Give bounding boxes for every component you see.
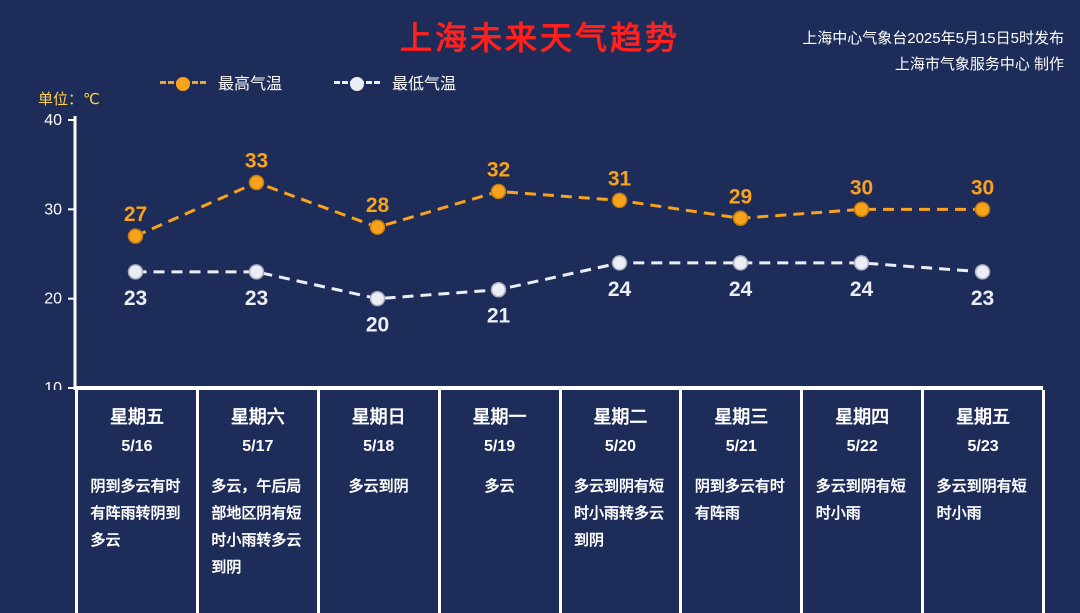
high-temp-value: 27 [124,203,147,226]
weather-description: 多云到阴有短时小雨 [815,478,906,522]
date-label: 5/22 [846,438,878,455]
source-line-1: 上海中心气象台2025年5月15日5时发布 [802,30,1064,47]
high-temp-value: 29 [729,185,752,208]
low-temp-value: 24 [608,278,632,301]
y-tick-label: 20 [44,291,62,308]
high-temp-point [974,201,991,218]
legend-item-low: 最低气温 [334,70,456,94]
y-tick-label: 40 [44,112,62,129]
high-temp-dot-icon [176,76,190,91]
forecast-cell: 星期一 5/19 多云 [437,390,559,613]
low-temp-value: 23 [245,287,268,310]
high-temp-point [490,183,507,200]
high-temp-value: 30 [850,176,873,199]
high-temp-value: 31 [608,167,632,190]
high-temp-value: 28 [366,194,390,217]
weather-description: 多云，午后局部地区阴有短时小雨转多云到阴 [211,478,302,576]
high-temp-point [127,228,144,244]
date-label: 5/18 [363,438,395,455]
high-temp-value: 32 [487,158,510,181]
weekday-label: 星期五 [956,407,1011,427]
high-temp-value: 33 [245,150,268,173]
low-temp-line [135,261,983,301]
high-temp-line-marker [160,76,206,91]
forecast-table: 星期五 5/16 阴到多云有时有阵雨转阴到多云 星期六 5/17 多云，午后局部… [75,390,1045,613]
weather-description: 多云到阴有短时小雨 [936,478,1027,522]
date-label: 5/19 [483,438,516,455]
low-temp-point [732,255,749,271]
date-label: 5/20 [604,438,636,455]
low-temp-value: 24 [850,278,874,301]
weather-description: 多云到阴 [348,478,409,495]
temperature-chart: 40 30 20 10 27 33 28 32 31 29 30 30 23 23 20 21 24 24 24 23 [44,112,1043,390]
high-temp-point [248,174,265,191]
high-temp-point [853,201,870,218]
weekday-label: 星期五 [109,407,164,427]
low-temp-line-marker [334,76,381,91]
low-temp-value: 21 [487,305,511,328]
low-temp-value: 20 [366,314,389,337]
weather-description: 多云 [484,478,515,495]
high-temp-point [369,219,386,235]
low-temp-point [974,264,991,280]
weekday-label: 星期六 [230,407,285,427]
forecast-cell: 星期三 5/21 阴到多云有时有阵雨 [679,390,800,613]
forecast-cell: 星期五 5/23 多云到阴有短时小雨 [921,390,1045,613]
date-label: 5/21 [725,438,757,455]
unit-label: 单位：℃ [38,91,100,108]
weather-description: 多云到阴有短时小雨转多云到阴 [573,478,664,549]
low-temp-point [369,290,386,307]
date-label: 5/17 [242,438,274,455]
high-temp-point [611,192,628,209]
weekday-label: 星期二 [593,407,648,427]
legend-label-high: 最高气温 [218,76,283,93]
low-temp-value: 24 [729,278,753,301]
chart-legend: 最高气温 最低气温 [160,70,456,94]
high-temp-line [134,180,983,238]
weekday-label: 星期三 [714,407,769,427]
date-label: 5/23 [967,438,999,455]
forecast-cell: 星期二 5/20 多云到阴有短时小雨转多云到阴 [558,390,680,613]
low-temp-point [127,264,144,280]
low-temp-value: 23 [971,287,994,310]
weekday-label: 星期一 [472,407,527,427]
page-title: 上海未来天气趋势 [399,20,680,56]
low-temp-value: 23 [124,287,147,310]
legend-item-high: 最高气温 [160,70,282,94]
y-tick-label: 30 [44,201,62,218]
forecast-cell: 星期六 5/17 多云，午后局部地区阴有短时小雨转多云到阴 [195,390,317,613]
source-line-2: 上海市气象服务中心 制作 [894,56,1064,73]
weekday-label: 星期四 [835,407,890,427]
low-temp-point [853,255,870,271]
forecast-cell: 星期四 5/22 多云到阴有短时小雨 [800,390,921,613]
low-temp-point [611,255,628,271]
date-label: 5/16 [121,438,153,455]
high-temp-point [732,210,749,227]
legend-label-low: 最低气温 [392,76,457,93]
low-temp-dot-icon [350,76,365,91]
y-tick-label: 10 [44,380,62,390]
forecast-cell: 星期日 5/18 多云到阴 [316,390,438,613]
high-temp-value: 30 [971,176,994,199]
forecast-cell: 星期五 5/16 阴到多云有时有阵雨转阴到多云 [75,390,196,613]
weather-description: 阴到多云有时有阵雨 [694,478,785,522]
weekday-label: 星期日 [351,407,406,427]
low-temp-point [490,281,507,298]
low-temp-point [248,264,265,280]
source-attribution: 上海中心气象台2025年5月15日5时发布 上海市气象服务中心 制作 [802,26,1064,78]
weather-description: 阴到多云有时有阵雨转阴到多云 [90,478,181,549]
